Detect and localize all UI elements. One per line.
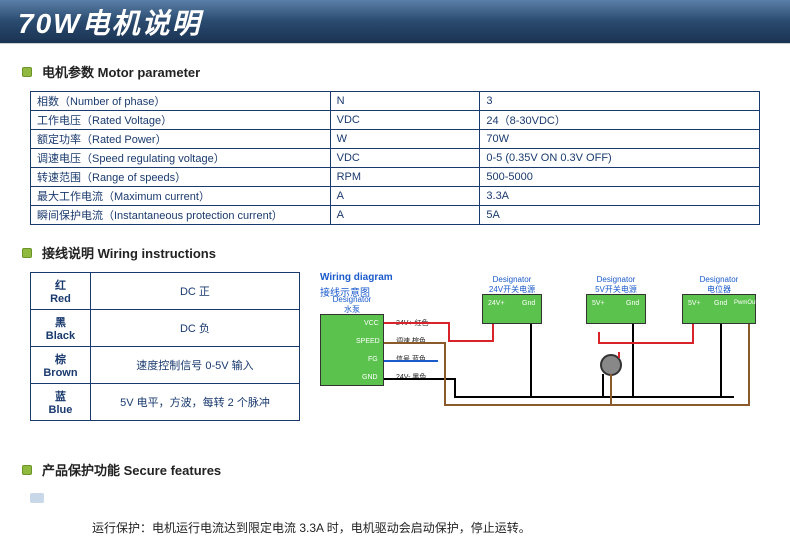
diagram-pot-chip: Designator电位器 (682, 294, 756, 324)
diagram-title-en: Wiring diagram (320, 272, 393, 283)
title-bar: 70W电机说明 (0, 0, 790, 44)
wire-brown (384, 342, 444, 344)
bullet-icon (22, 248, 32, 258)
section-header-motor-param: 电机参数 Motor parameter (22, 62, 790, 81)
motor-param-table: 相数（Number of phase）N3工作电压（Rated Voltage）… (30, 91, 760, 225)
secure-feature-text: 运行保护：电机运行电流达到限定电流 3.3A 时，电机驱动会启动保护，停止运转。 (92, 519, 790, 536)
table-row: 额定功率（Rated Power）W70W (31, 130, 760, 149)
diagram-5v-chip: Designator5V开关电源 (586, 294, 646, 324)
table-row: 瞬间保护电流（Instantaneous protection current）… (31, 206, 760, 225)
table-row: 蓝Blue5V 电平，方波，每转 2 个脉冲 (31, 384, 300, 421)
wire-blue (384, 360, 438, 362)
table-row: 黑BlackDC 负 (31, 310, 300, 347)
section-title-secure: 产品保护功能 Secure features (42, 460, 221, 479)
table-row: 调速电压（Speed regulating voltage）VDC0-5 (0.… (31, 149, 760, 168)
feature-bullet-icon (30, 493, 44, 503)
wiring-diagram: Wiring diagram 接线示意图 Designator水泵 VCC SP… (320, 272, 760, 442)
bullet-icon (22, 465, 32, 475)
wiring-color-table: 红RedDC 正黑BlackDC 负棕Brown速度控制信号 0-5V 输入蓝B… (30, 272, 300, 421)
section-title-motor-param: 电机参数 Motor parameter (42, 62, 200, 81)
bullet-icon (22, 67, 32, 77)
diagram-psu-chip: Designator24V开关电源 (482, 294, 542, 324)
table-row: 棕Brown速度控制信号 0-5V 输入 (31, 347, 300, 384)
section-title-wiring: 接线说明 Wiring instructions (42, 243, 216, 262)
section-header-secure: 产品保护功能 Secure features (22, 460, 790, 479)
table-row: 相数（Number of phase）N3 (31, 92, 760, 111)
table-row: 最大工作电流（Maximum current）A3.3A (31, 187, 760, 206)
table-row: 工作电压（Rated Voltage）VDC24（8-30VDC） (31, 111, 760, 130)
table-row: 红RedDC 正 (31, 273, 300, 310)
section-header-wiring: 接线说明 Wiring instructions (22, 243, 790, 262)
page-title: 70W电机说明 (18, 2, 202, 42)
table-row: 转速范围（Range of speeds）RPM500-5000 (31, 168, 760, 187)
wire-red (384, 322, 448, 324)
